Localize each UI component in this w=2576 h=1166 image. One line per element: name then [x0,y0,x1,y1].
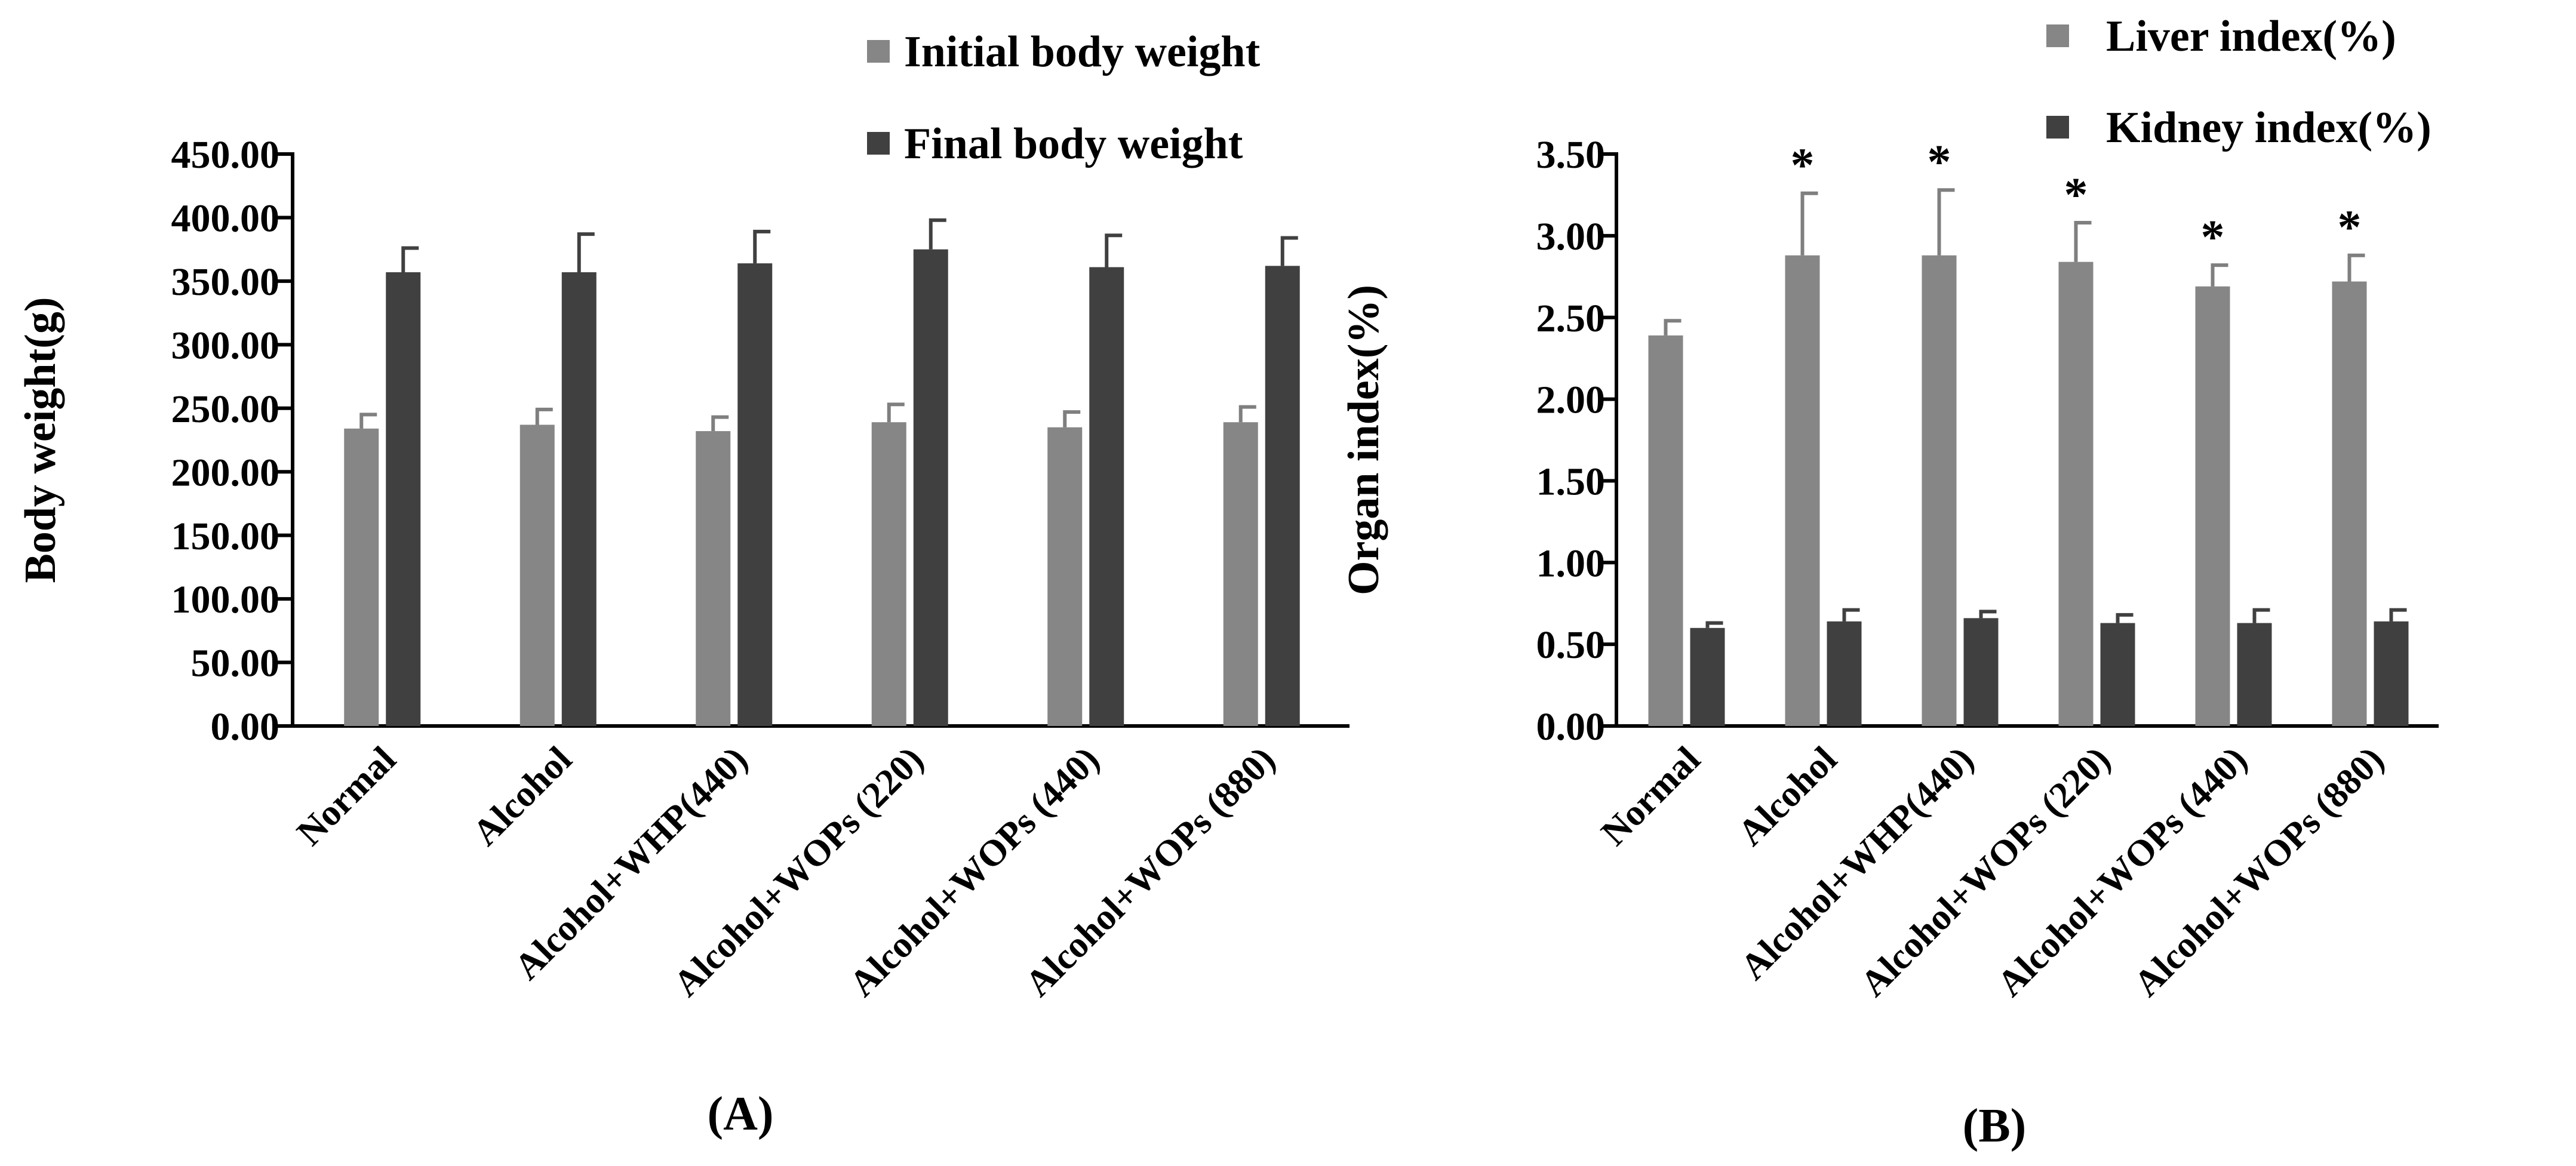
x-tick-label-alcohol: Alcohol [465,739,580,854]
significance-star-alcohol-wops-880: * [2338,202,2362,254]
bar-kidney-index-normal [1690,627,1725,726]
bar-liver-index-normal [1648,335,1683,726]
x-tick-label-normal: Normal [289,739,404,854]
error-bar-initial-body-weight-normal [359,413,377,429]
error-bar-final-body-weight-alcohol-wops-220 [929,218,946,250]
bar-initial-body-weight-alcohol-wops-440 [1047,427,1083,726]
bar-final-body-weight-normal [386,272,421,726]
error-bar-liver-index-alcohol-whp-440 [1937,188,1955,256]
legend-label-kidney-index: Kidney index(%) [2106,103,2431,152]
error-bar-liver-index-normal [1664,319,1682,336]
bar-kidney-index-alcohol-wops-220 [2100,623,2135,726]
error-bar-kidney-index-normal [1705,621,1723,628]
error-bar-initial-body-weight-alcohol-wops-440 [1063,410,1081,427]
error-bar-initial-body-weight-alcohol-whp-440 [711,415,729,432]
y-tick-label: 2.00 [1536,379,1606,422]
significance-star-alcohol-whp-440: * [1928,136,1951,189]
error-bar-liver-index-alcohol-wops-440 [2211,263,2228,287]
bar-liver-index-alcohol-wops-880 [2332,281,2367,726]
x-tick-label-alcohol-whp-440: Alcohol+WHP(440) [1733,739,1981,987]
bar-liver-index-alcohol [1785,255,1820,726]
y-tick-label: 250.00 [171,387,280,431]
x-tick-label-alcohol-wops-220: Alcohol+WOPs (220) [1853,739,2118,1004]
y-tick-label: 0.00 [1536,705,1606,749]
y-tick-label: 50.00 [191,642,280,685]
y-tick-label: 200.00 [171,451,280,494]
legend-label-initial-body-weight: Initial body weight [904,27,1261,76]
y-axis-label: Body weight(g) [16,297,65,583]
significance-star-alcohol-wops-440: * [2201,211,2225,264]
bar-kidney-index-alcohol-whp-440 [1963,618,1999,726]
legend-swatch-liver-index [2046,24,2069,47]
error-bar-liver-index-alcohol-wops-880 [2347,253,2365,282]
y-tick-label: 450.00 [171,133,280,177]
y-tick-label: 1.50 [1536,460,1606,504]
error-bar-initial-body-weight-alcohol [535,407,553,425]
error-bar-liver-index-alcohol-wops-220 [2074,220,2092,262]
error-bar-kidney-index-alcohol-wops-880 [2389,608,2407,622]
chart-b-plot-area: 0.00 0.50 1.00 1.50 2.00 2.50 3.00 3.50 Normal * A… [1536,133,2439,1004]
bar-kidney-index-alcohol-wops-880 [2374,621,2409,726]
chart-a: Initial body weight Final body weight Bo… [16,27,1350,1140]
bar-kidney-index-alcohol-wops-440 [2237,623,2272,726]
chart-a-legend: Initial body weight Final body weight [867,27,1261,168]
bar-initial-body-weight-alcohol-wops-220 [871,422,906,726]
y-tick-label: 300.00 [171,324,280,367]
y-tick-label: 350.00 [171,260,280,304]
error-bar-initial-body-weight-alcohol-wops-880 [1238,405,1256,423]
error-bar-kidney-index-alcohol-wops-440 [2252,608,2270,623]
bar-initial-body-weight-alcohol-wops-880 [1223,422,1258,726]
chart-b: Liver index(%) Kidney index(%) Organ ind… [1339,12,2439,1152]
bar-final-body-weight-alcohol-wops-440 [1089,267,1124,727]
y-tick-label: 0.00 [211,705,280,749]
bar-final-body-weight-alcohol-wops-220 [913,249,948,727]
bar-initial-body-weight-normal [344,428,379,726]
y-tick-label: 3.50 [1536,133,1606,177]
x-tick-label-alcohol-wops-440: Alcohol+WOPs (440) [1990,739,2255,1004]
bar-kidney-index-alcohol [1827,621,1862,726]
x-tick-label-normal: Normal [1594,739,1708,854]
bar-final-body-weight-alcohol-wops-880 [1265,266,1300,726]
legend-swatch-kidney-index [2046,116,2069,139]
legend-swatch-final-body-weight [867,132,890,155]
bar-final-body-weight-alcohol-whp-440 [737,263,773,726]
legend-label-final-body-weight: Final body weight [904,119,1243,168]
significance-star-alcohol-wops-220: * [2064,169,2088,221]
y-tick-label: 0.50 [1536,623,1606,667]
error-bar-final-body-weight-alcohol-wops-440 [1105,233,1123,267]
error-bar-initial-body-weight-alcohol-wops-220 [887,402,905,423]
y-tick-label: 2.50 [1536,297,1606,340]
chart-a-plot-area: 0.00 50.00 100.00 150.00 200.00 250.00 300.00 3… [171,133,1350,1004]
error-bar-final-body-weight-alcohol-wops-880 [1280,236,1298,266]
y-tick-label: 1.00 [1536,542,1606,585]
y-tick-label: 3.00 [1536,215,1606,259]
chart-b-legend: Liver index(%) Kidney index(%) [2046,12,2431,152]
panel-label-a: (A) [707,1088,773,1140]
y-axis-label: Organ index(%) [1339,285,1388,595]
bar-liver-index-alcohol-wops-220 [2058,261,2094,726]
bar-initial-body-weight-alcohol-whp-440 [696,431,731,726]
bar-liver-index-alcohol-wops-440 [2195,286,2230,726]
panel-label-b: (B) [1963,1100,2027,1152]
y-tick-label: 400.00 [171,197,280,241]
bar-final-body-weight-alcohol [561,272,597,726]
legend-swatch-initial-body-weight [867,40,890,63]
y-tick-label: 150.00 [171,515,280,558]
error-bar-kidney-index-alcohol [1842,608,1860,622]
x-tick-label-alcohol-wops-880: Alcohol+WOPs (880) [2126,739,2391,1004]
bar-liver-index-alcohol-whp-440 [1922,255,1957,726]
bar-initial-body-weight-alcohol [519,424,555,726]
error-bar-final-body-weight-alcohol [577,232,595,272]
error-bar-liver-index-alcohol [1800,191,1818,256]
x-tick-label-alcohol: Alcohol [1730,739,1845,854]
error-bar-kidney-index-alcohol-whp-440 [1979,610,1997,619]
error-bar-kidney-index-alcohol-wops-220 [2116,613,2134,623]
y-tick-label: 100.00 [171,578,280,622]
legend-label-liver-index: Liver index(%) [2106,12,2396,61]
significance-star-alcohol: * [1791,140,1815,192]
error-bar-final-body-weight-alcohol-whp-440 [753,229,771,264]
error-bar-final-body-weight-normal [401,246,419,272]
